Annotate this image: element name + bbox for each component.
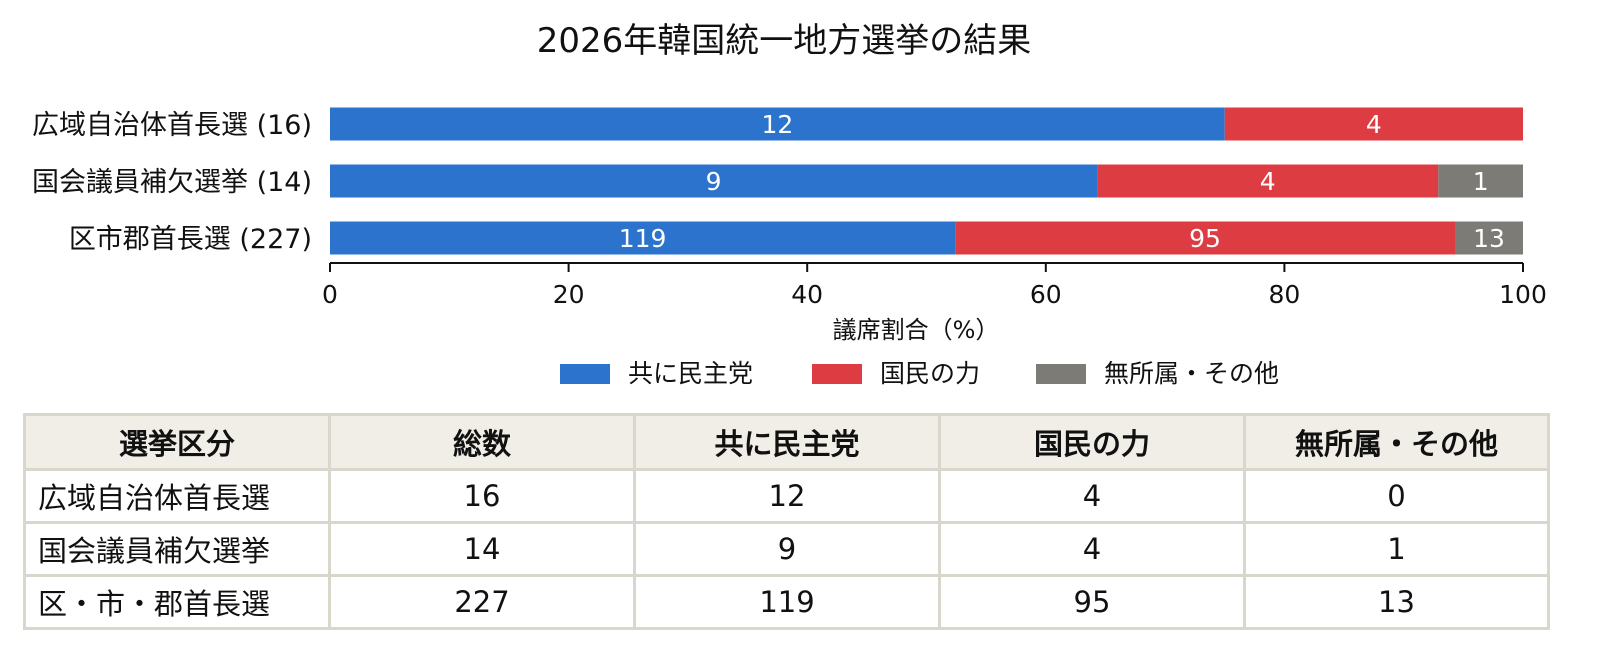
x-tick-label: 40 xyxy=(791,280,823,309)
table-cell: 1 xyxy=(1243,521,1550,577)
category-label: 区市郡首長選 (227) xyxy=(69,224,312,255)
data-label: 12 xyxy=(761,110,793,139)
x-axis: 0 20 40 60 80 100 xyxy=(322,262,1547,309)
header-cell: 国民の力 xyxy=(938,413,1246,471)
table-cell: 13 xyxy=(1243,574,1550,630)
bar-segment xyxy=(1097,164,1439,198)
bar-segment xyxy=(330,164,1098,198)
data-label: 13 xyxy=(1473,224,1505,253)
table-row: 国会議員補欠選挙 14 9 4 1 xyxy=(23,521,1550,577)
header-cell: 無所属・その他 xyxy=(1243,413,1550,471)
table-row: 広域自治体首長選 16 12 4 0 xyxy=(23,468,1550,524)
x-tick-label: 100 xyxy=(1499,280,1547,309)
table-cell: 4 xyxy=(938,468,1246,524)
table-cell: 区・市・郡首長選 xyxy=(23,574,331,630)
table-row: 区・市・郡首長選 227 119 95 13 xyxy=(23,574,1550,630)
bar-group: 12 4 9 4 1 119 95 13 xyxy=(330,107,1523,255)
table-cell: 227 xyxy=(328,574,636,630)
data-label: 119 xyxy=(619,224,667,253)
data-label: 95 xyxy=(1189,224,1221,253)
data-label: 4 xyxy=(1366,110,1382,139)
table-cell: 9 xyxy=(633,521,941,577)
x-tick-label: 80 xyxy=(1268,280,1300,309)
table-cell: 0 xyxy=(1243,468,1550,524)
table-cell: 12 xyxy=(633,468,941,524)
legend-label: 国民の力 xyxy=(880,359,980,388)
table-cell: 16 xyxy=(328,468,636,524)
table-cell: 14 xyxy=(328,521,636,577)
header-cell: 共に民主党 xyxy=(633,413,941,471)
category-labels: 広域自治体首長選 (16) 国会議員補欠選挙 (14) 区市郡首長選 (227) xyxy=(32,110,312,255)
header-cell: 選挙区分 xyxy=(23,413,331,471)
x-axis-label: 議席割合（%） xyxy=(833,316,1000,344)
data-label: 1 xyxy=(1473,167,1489,196)
table-header-row: 選挙区分 総数 共に民主党 国民の力 無所属・その他 xyxy=(23,413,1550,471)
category-label: 広域自治体首長選 (16) xyxy=(32,110,312,141)
data-label: 4 xyxy=(1260,167,1276,196)
x-tick-label: 60 xyxy=(1030,280,1062,309)
category-label: 国会議員補欠選挙 (14) xyxy=(32,167,312,198)
table-cell: 95 xyxy=(938,574,1246,630)
legend-swatch xyxy=(1036,364,1086,384)
data-label: 9 xyxy=(706,167,722,196)
chart-title: 2026年韓国統一地方選挙の結果 xyxy=(537,21,1032,61)
table-cell: 広域自治体首長選 xyxy=(23,468,331,524)
legend-label: 共に民主党 xyxy=(628,359,753,388)
bar-segment xyxy=(955,221,1455,255)
table-cell: 4 xyxy=(938,521,1246,577)
header-cell: 総数 xyxy=(328,413,636,471)
x-tick-label: 20 xyxy=(553,280,585,309)
legend-label: 無所属・その他 xyxy=(1104,359,1279,388)
bar-segment xyxy=(1438,164,1523,198)
stacked-bar-chart: 2026年韓国統一地方選挙の結果 12 4 9 4 1 119 95 13 広域自治体首長選 … xyxy=(32,21,1547,388)
legend: 共に民主党 国民の力 無所属・その他 xyxy=(560,359,1279,388)
legend-swatch xyxy=(812,364,862,384)
legend-swatch xyxy=(560,364,610,384)
table-cell: 国会議員補欠選挙 xyxy=(23,521,331,577)
results-table: 選挙区分 総数 共に民主党 国民の力 無所属・その他 広域自治体首長選 16 1… xyxy=(23,413,1550,630)
x-tick-label: 0 xyxy=(322,280,338,309)
table-cell: 119 xyxy=(633,574,941,630)
bar-segment xyxy=(330,107,1225,141)
bar-segment xyxy=(330,221,956,255)
bar-segment xyxy=(1454,221,1523,255)
bar-segment xyxy=(1224,107,1523,141)
